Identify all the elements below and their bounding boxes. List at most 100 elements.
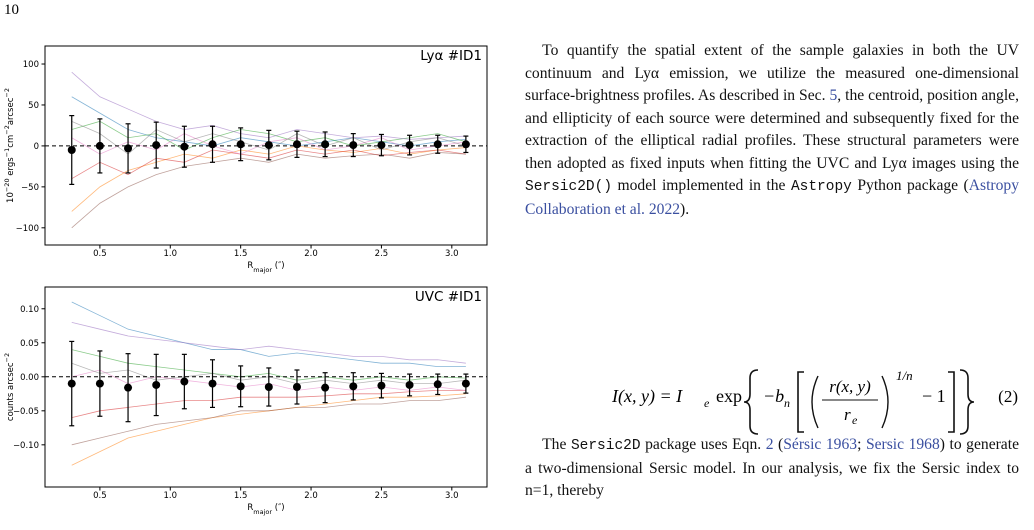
mean-point: [349, 141, 358, 150]
text: Python package (: [851, 177, 969, 194]
label-part: −2: [3, 353, 11, 363]
mean-point: [152, 380, 161, 389]
x-tick-label: 2.5: [375, 249, 389, 259]
profile-line: [71, 321, 466, 364]
y-tick-label: −50: [21, 183, 39, 193]
y-tick-label: 0.10: [20, 305, 39, 315]
chart: 0.5 1.0 1.5 2.0 2.5 3.0 −0.10 −0.05 0.00 0.05 0.10…: [3, 286, 488, 516]
text: , the centroid, position angle, and elli…: [525, 87, 1020, 172]
paragraph: The Sersic2D package uses Eqn. 2 (Sérsic…: [525, 434, 1019, 503]
profile-line: [71, 396, 466, 446]
label-part: (″): [272, 261, 285, 271]
paren: [881, 375, 889, 429]
x-tick-label: 1.5: [234, 249, 248, 259]
y-tick-label: −0.10: [13, 441, 39, 451]
eq-text: − 1: [922, 386, 946, 406]
x-tick-label: 0.5: [93, 491, 107, 501]
page-number: 10: [4, 2, 19, 18]
citation-link[interactable]: Sérsic 1963: [783, 436, 858, 453]
mean-point: [461, 379, 470, 388]
brace: [743, 369, 759, 435]
label-part: 10: [6, 192, 16, 203]
label-part: −1: [3, 148, 11, 158]
y-tick-label: 0.05: [20, 339, 39, 349]
citation-link[interactable]: Astropy Collaboration et al. 2022: [525, 177, 1020, 218]
eq-text: n: [784, 396, 790, 410]
x-tick-label: 0.5: [93, 249, 107, 259]
brace: [959, 369, 975, 435]
text: package uses Eqn.: [640, 436, 766, 453]
chart: 0.5 1.0 1.5 2.0 2.5 3.0 −100 −50 0 50 100 Lyα #ID1 R…: [3, 45, 488, 274]
label-part: ergs: [6, 157, 16, 179]
eq-text: exp: [716, 386, 742, 406]
mean-point: [377, 381, 386, 390]
eq-text: 1/n: [896, 368, 913, 383]
y-tick-label: 0: [34, 142, 39, 152]
label-part: −20: [3, 178, 11, 192]
label-part: R: [247, 503, 253, 513]
citation-link[interactable]: 2: [765, 436, 774, 453]
profile-line: [71, 152, 466, 229]
mean-point: [405, 380, 414, 389]
mean-point: [95, 379, 104, 388]
citation-link[interactable]: 5: [829, 87, 838, 104]
panel-label: UVC #ID1: [415, 289, 482, 305]
mean-point: [433, 380, 442, 389]
axis-label: counts arcsec−2: [3, 353, 16, 421]
label-part: (″): [272, 503, 285, 513]
frame: [44, 286, 488, 488]
bracket: [797, 371, 804, 433]
text: ) to generate a two-dimensional Sersic m…: [525, 436, 1019, 499]
text: ).: [680, 200, 690, 218]
text: ;: [857, 436, 866, 453]
x-tick-label: 1.0: [164, 491, 178, 501]
eq-text: r: [844, 405, 851, 424]
text: model implemented in the: [612, 177, 791, 194]
x-tick-label: 2.0: [304, 249, 318, 259]
mean-point: [180, 142, 189, 151]
label-part: cm: [6, 135, 16, 148]
mean-point: [208, 140, 217, 149]
mean-point: [152, 141, 161, 150]
mean-point: [292, 140, 301, 149]
code-text: Sersic2D: [570, 438, 641, 454]
equation: I(x, y) = I e exp −b n r(x, y) r e 1/n −…: [611, 368, 1018, 435]
text: (: [773, 436, 784, 453]
mean-point: [321, 140, 330, 149]
eq-text: −b: [763, 386, 784, 406]
mean-point: [264, 383, 273, 391]
axis-label: 10−20 ergs−1cm−2arcsec−2: [3, 88, 16, 203]
x-tick-label: 1.0: [164, 249, 178, 259]
mean-point: [236, 382, 245, 391]
paren: [811, 375, 819, 429]
mean-point: [461, 140, 470, 149]
y-tick-label: −0.05: [13, 407, 39, 417]
plot-area: [45, 71, 487, 229]
label-part: counts arcsec: [6, 362, 16, 421]
mean-point: [95, 141, 104, 150]
eq-text: I(x, y) = I: [611, 386, 683, 407]
mean-point: [67, 379, 76, 388]
bracket: [948, 371, 955, 433]
label-part: −2: [3, 125, 11, 135]
label-part: arcsec: [6, 97, 16, 125]
panel-label: Lyα #ID1: [420, 48, 482, 64]
citation-link[interactable]: Sersic 1968: [865, 436, 940, 453]
x-tick-label: 3.0: [445, 249, 459, 259]
mean-point: [236, 140, 245, 149]
code-text: Astropy: [790, 179, 852, 195]
x-tick-label: 2.5: [375, 491, 389, 501]
eq-text: r(x, y): [829, 377, 871, 396]
mean-point: [180, 377, 189, 386]
label-part: −2: [3, 88, 11, 98]
text: To quantify the spatial extent of the sa…: [525, 42, 1019, 104]
mean-point: [208, 379, 217, 388]
x-tick-label: 3.0: [445, 491, 459, 501]
eq-text: e: [704, 396, 710, 410]
x-tick-label: 2.0: [304, 491, 318, 501]
mean-point: [264, 141, 273, 150]
mean-point: [433, 140, 442, 149]
axis-label: Rmajor (″): [247, 503, 284, 516]
mean-point: [321, 383, 330, 392]
code-text: Sersic2D(): [525, 179, 613, 195]
